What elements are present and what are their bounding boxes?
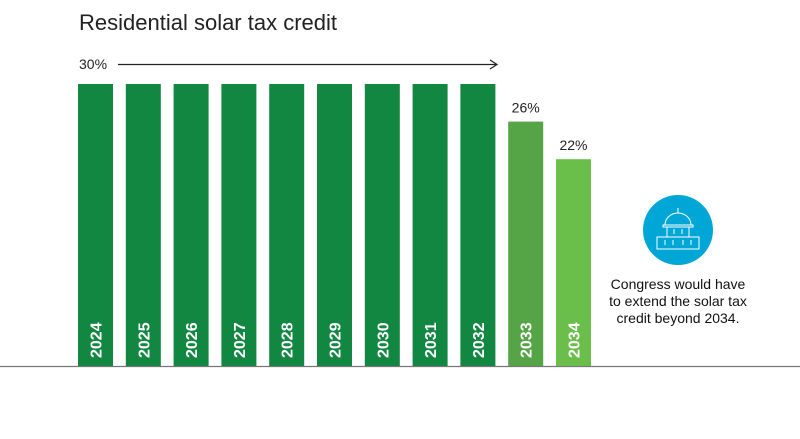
bar-2025: [125, 84, 161, 366]
bar-label-2029: 2029: [328, 322, 345, 358]
bar-label-2034: 2034: [567, 322, 584, 358]
value-label-2034: 22%: [559, 137, 587, 153]
bar-label-2024: 2024: [89, 322, 106, 358]
bar-2029: [317, 84, 352, 366]
capitol-icon-circle: [643, 195, 713, 265]
bar-label-2025: 2025: [136, 322, 153, 358]
bar-2027: [221, 84, 257, 366]
bar-label-2033: 2033: [519, 322, 536, 358]
bar-label-2028: 2028: [280, 322, 297, 358]
bar-2033: [508, 121, 544, 366]
range-label: 30%: [79, 56, 107, 72]
bar-label-2030: 2030: [375, 322, 392, 358]
bar-2031: [412, 84, 448, 366]
bar-2026: [173, 84, 209, 366]
congress-note: Congress would have to extend the solar …: [609, 276, 747, 326]
chart-title: Residential solar tax credit: [79, 10, 338, 35]
bar-2034: [556, 159, 591, 366]
bar-2032: [460, 84, 496, 366]
arrow-head-icon: [489, 59, 499, 70]
value-label-2033: 26%: [512, 100, 540, 116]
bar-label-2032: 2032: [471, 322, 488, 358]
bar-2024: [78, 84, 113, 366]
bar-2028: [269, 84, 305, 366]
bar-label-2031: 2031: [423, 322, 440, 358]
bar-label-2026: 2026: [184, 322, 201, 358]
capitol-building-icon: [656, 208, 700, 250]
bar-2030: [364, 84, 400, 366]
bar-label-2027: 2027: [232, 322, 249, 358]
